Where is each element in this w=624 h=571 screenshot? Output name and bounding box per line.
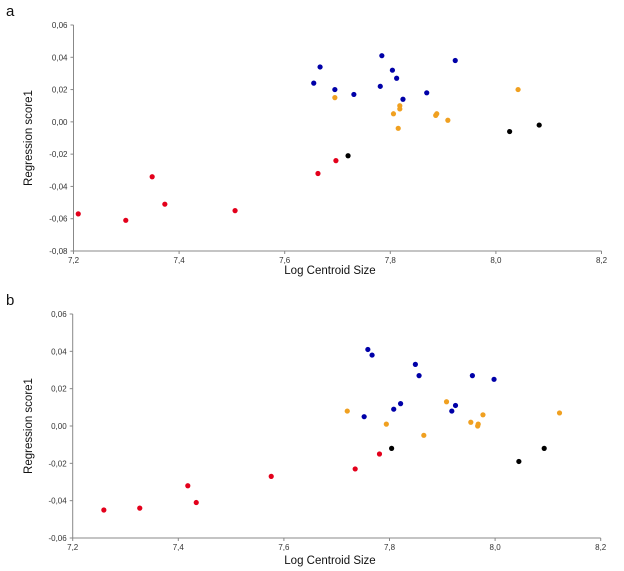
panel-a-point-black (507, 128, 513, 135)
panel-a-x-tick-label: 7,6 (279, 256, 291, 265)
panel-b-point-orange (556, 410, 563, 416)
panel-b-point-orange (475, 423, 481, 429)
panel-b-point-orange (443, 399, 450, 405)
panel-b-x-tick-label: 7,6 (278, 543, 290, 552)
panel-b-y-tick-label: -0,04 (48, 497, 67, 506)
panel-b-point-orange (383, 421, 389, 427)
panel-a-point-orange (395, 125, 401, 131)
panel-b-y-tick-label: 0,02 (51, 385, 67, 394)
panel-b-y-tick-label: 0,04 (51, 347, 67, 356)
panel-a-point-red (123, 217, 129, 223)
panel-b-label: b (6, 292, 14, 309)
panel-a-point-black (536, 122, 542, 128)
panel-b-y-tick-label: 0,06 (51, 310, 67, 319)
panel-a-point-red (315, 170, 321, 177)
panel-a-point-blue (351, 91, 357, 98)
panel-a-point-red (162, 201, 168, 207)
panel-a-point-blue (379, 53, 385, 59)
panel-b-x-axis-title: Log Centroid Size (284, 555, 375, 567)
panel-b-point-black (541, 445, 547, 451)
panel-a-point-orange (515, 86, 521, 93)
panel-b-point-black (389, 445, 395, 451)
panel-a-label: a (6, 3, 15, 20)
panel-b-point-red (376, 451, 383, 457)
panel-a-x-tick-label: 8,2 (596, 256, 608, 265)
panel-a-point-orange (390, 111, 397, 117)
panel-b-point-blue (361, 414, 367, 420)
panel-a-point-red (75, 211, 81, 217)
panel-a-point-blue (317, 64, 323, 70)
panel-a-point-orange (434, 111, 440, 117)
panel-b-point-red (268, 473, 274, 479)
panel-a-point-orange (332, 95, 338, 101)
panel-b-point-red (137, 505, 143, 511)
panel-b-point-orange (344, 408, 350, 414)
panel-b-point-orange (421, 432, 427, 438)
panel-b-point-blue (412, 361, 418, 367)
panel-a-y-tick-label: 0,00 (52, 118, 68, 127)
panel-a-y-tick-label: -0,08 (49, 247, 68, 256)
panel-a-x-axis-title: Log Centroid Size (284, 265, 375, 277)
panel-a-point-orange (397, 106, 403, 112)
panel-a-point-black (345, 153, 351, 159)
panel-b-point-blue (491, 376, 497, 382)
panel-a-point-blue (424, 90, 430, 96)
panel-b-point-blue (369, 352, 375, 358)
panel-b-point-blue (397, 401, 404, 407)
panel-b-point-orange (468, 419, 474, 425)
panel-a-point-red (149, 174, 155, 180)
panel-b-x-tick-label: 8,0 (490, 543, 502, 552)
panel-a-y-tick-label: 0,06 (52, 21, 68, 30)
panel-b-point-blue (449, 408, 455, 414)
panel-b-scatter: b Log Centroid Size Regression score1 7,… (6, 292, 607, 567)
panel-a-point-blue (389, 67, 396, 73)
panel-a-point-blue (332, 86, 338, 93)
panel-a-point-blue (311, 80, 317, 86)
panel-a-point-blue (400, 96, 406, 102)
panel-a-point-red (333, 158, 339, 164)
panel-b-y-tick-label: -0,06 (48, 534, 67, 543)
panel-a-point-blue (377, 83, 383, 89)
panel-b-y-tick-label: 0,00 (51, 422, 67, 431)
panel-b-point-blue (391, 406, 397, 412)
panel-b-point-blue (469, 373, 475, 379)
panel-b-point-black (516, 458, 522, 465)
panel-a-x-tick-label: 7,8 (385, 256, 397, 265)
panel-b-point-red (185, 483, 191, 489)
panel-b-x-tick-label: 7,4 (173, 543, 185, 552)
panel-a-y-tick-label: 0,04 (52, 53, 68, 62)
panel-b-point-orange (480, 412, 486, 418)
panel-a-x-tick-label: 8,0 (490, 256, 502, 265)
panel-a-y-tick-label: -0,04 (49, 182, 68, 191)
panel-a-y-tick-label: -0,02 (49, 150, 68, 159)
panel-a-point-red (232, 208, 238, 214)
panel-a-y-tick-label: -0,06 (49, 215, 68, 224)
panel-b-y-tick-label: -0,02 (48, 459, 67, 468)
panel-a-point-orange (445, 117, 451, 123)
panel-a-x-tick-label: 7,2 (68, 256, 80, 265)
panel-a-y-tick-label: 0,02 (52, 86, 68, 95)
panel-b-point-blue (416, 373, 422, 379)
panel-b-point-red (193, 499, 199, 506)
panel-b-x-tick-label: 7,8 (384, 543, 396, 552)
panel-a-scatter: a Log Centroid Size Regression score1 7,… (6, 3, 608, 277)
panel-b-x-tick-label: 7,2 (67, 543, 79, 552)
panel-b-point-blue (365, 346, 371, 353)
panel-a-x-tick-label: 7,4 (174, 256, 186, 265)
panel-b-point-blue (452, 402, 459, 409)
panel-a-y-axis-title: Regression score1 (23, 90, 35, 186)
panel-a-point-blue (394, 75, 400, 81)
panel-b-point-red (352, 466, 358, 472)
panel-a-point-blue (452, 57, 458, 64)
panel-b-y-axis-title: Regression score1 (23, 378, 35, 474)
panel-b-x-tick-label: 8,2 (595, 543, 607, 552)
panel-b-point-red (101, 507, 107, 513)
